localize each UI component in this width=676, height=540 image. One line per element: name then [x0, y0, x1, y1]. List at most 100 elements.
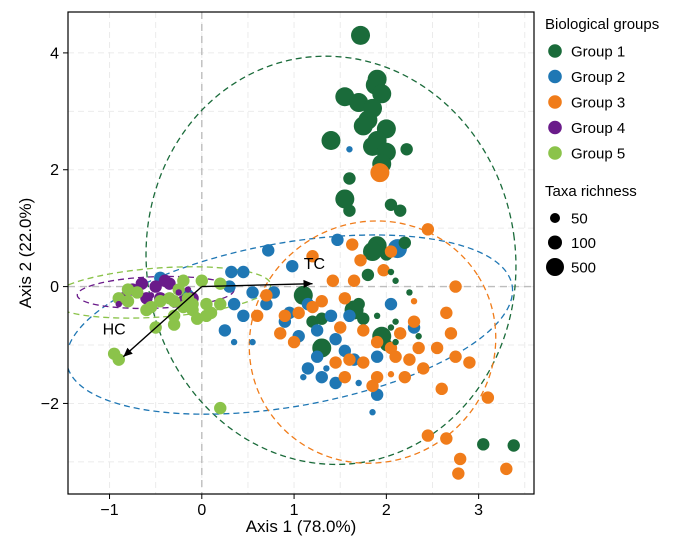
annotation-label-tc: TC [304, 256, 325, 273]
data-point-group-2 [218, 324, 232, 337]
data-point-group-2 [384, 297, 398, 311]
data-point-group-3 [377, 264, 390, 277]
data-point-group-3 [346, 238, 359, 251]
data-point-group-5 [140, 303, 153, 317]
legend-size-label: 100 [571, 235, 596, 252]
data-point-group-2 [343, 309, 356, 323]
data-point-group-1 [393, 204, 407, 217]
data-point-group-3 [452, 467, 465, 480]
data-point-group-3 [370, 335, 384, 349]
data-point-group-3 [449, 350, 462, 363]
y-tick-label: 4 [50, 45, 59, 62]
x-axis-title: Axis 1 (78.0%) [246, 517, 357, 536]
data-point-group-1 [321, 131, 341, 151]
data-point-group-5 [186, 297, 199, 311]
y-tick-label: −2 [41, 396, 59, 413]
data-point-group-3 [430, 341, 444, 355]
ellipse-group-3 [248, 220, 497, 464]
data-point-group-2 [369, 409, 376, 416]
legend-swatch-group-1 [548, 44, 562, 58]
data-point-group-2 [355, 379, 362, 387]
y-tick-label: 2 [50, 162, 59, 179]
data-point-group-3 [343, 353, 356, 366]
data-point-group-3 [250, 309, 264, 323]
x-tick-label: 2 [382, 502, 391, 519]
data-point-group-3 [440, 306, 453, 320]
x-tick-label: 0 [197, 502, 206, 519]
data-point-group-5 [214, 401, 227, 415]
data-point-group-3 [306, 250, 319, 263]
data-point-group-1 [400, 143, 413, 156]
data-point-group-3 [435, 382, 448, 396]
data-point-group-3 [417, 362, 430, 375]
data-point-group-1 [507, 439, 520, 452]
data-point-group-1 [398, 236, 412, 249]
data-point-group-5 [195, 274, 209, 287]
data-point-group-2 [300, 373, 307, 381]
data-point-group-1 [361, 268, 375, 282]
x-tick-label: 3 [474, 502, 483, 519]
y-tick-label: 0 [50, 279, 59, 296]
data-point-group-1 [335, 189, 355, 209]
legend-label-group-4: Group 4 [571, 120, 625, 137]
data-point-group-2 [237, 265, 250, 279]
data-point-group-2 [346, 146, 353, 153]
legend-size-swatch [550, 213, 560, 223]
data-point-group-3 [278, 309, 292, 323]
data-point-group-3 [440, 432, 453, 445]
data-point-group-5 [167, 295, 181, 308]
data-point-group-1 [353, 116, 373, 136]
data-point-group-3 [315, 295, 328, 308]
data-point-group-2 [249, 338, 256, 346]
data-point-group-3 [370, 163, 390, 183]
legend-swatch-group-5 [548, 146, 562, 160]
legend-label-group-2: Group 2 [571, 69, 625, 86]
legend-color-title: Biological groups [545, 16, 659, 33]
data-point-group-1 [392, 338, 399, 346]
data-point-group-3 [453, 452, 467, 466]
data-point-group-3 [393, 327, 407, 340]
data-point-group-1 [351, 25, 371, 45]
data-point-group-3 [274, 327, 287, 340]
data-point-group-3 [338, 292, 352, 305]
legend-swatch-group-2 [548, 69, 562, 84]
data-point-group-3 [444, 327, 458, 340]
data-point-group-3 [449, 280, 462, 293]
data-point-group-3 [481, 391, 495, 404]
data-point-group-1 [363, 242, 383, 262]
data-point-group-1 [392, 277, 399, 284]
data-point-group-2 [237, 309, 250, 323]
data-point-group-2 [310, 324, 324, 337]
data-point-group-2 [301, 362, 315, 375]
data-point-group-1 [384, 198, 398, 211]
data-point-group-3 [500, 462, 513, 476]
data-point-group-3 [287, 335, 301, 349]
data-point-group-5 [177, 274, 190, 287]
data-point-group-4 [147, 292, 155, 299]
data-point-group-5 [121, 295, 135, 308]
data-point-group-3 [403, 353, 416, 366]
data-point-group-2 [331, 233, 344, 247]
y-axis-title: Axis 2 (22.0%) [16, 198, 35, 309]
legend-label-group-5: Group 5 [571, 146, 625, 163]
data-point-group-4 [115, 300, 122, 308]
arrow-tc-head [303, 279, 313, 288]
plot-background [68, 12, 534, 494]
data-point-group-3 [292, 306, 305, 320]
data-point-group-2 [329, 376, 342, 390]
data-point-group-1 [352, 297, 365, 311]
grid [68, 12, 534, 494]
data-point-group-1 [415, 333, 422, 340]
data-point-group-3 [357, 356, 370, 369]
x-tick-label: 1 [290, 502, 299, 519]
legend-swatch-group-3 [548, 95, 562, 109]
annotation-arrows: TC HC [103, 256, 325, 358]
axis-ticks: −1 0 1 2 3 −2 0 2 4 [41, 45, 483, 519]
data-point-group-2 [230, 338, 238, 346]
legend-size-title: Taxa richness [545, 183, 637, 200]
data-point-group-5 [167, 318, 181, 331]
x-tick-label: −1 [100, 502, 118, 519]
data-point-group-1 [357, 312, 370, 325]
data-point-group-1 [343, 172, 356, 185]
